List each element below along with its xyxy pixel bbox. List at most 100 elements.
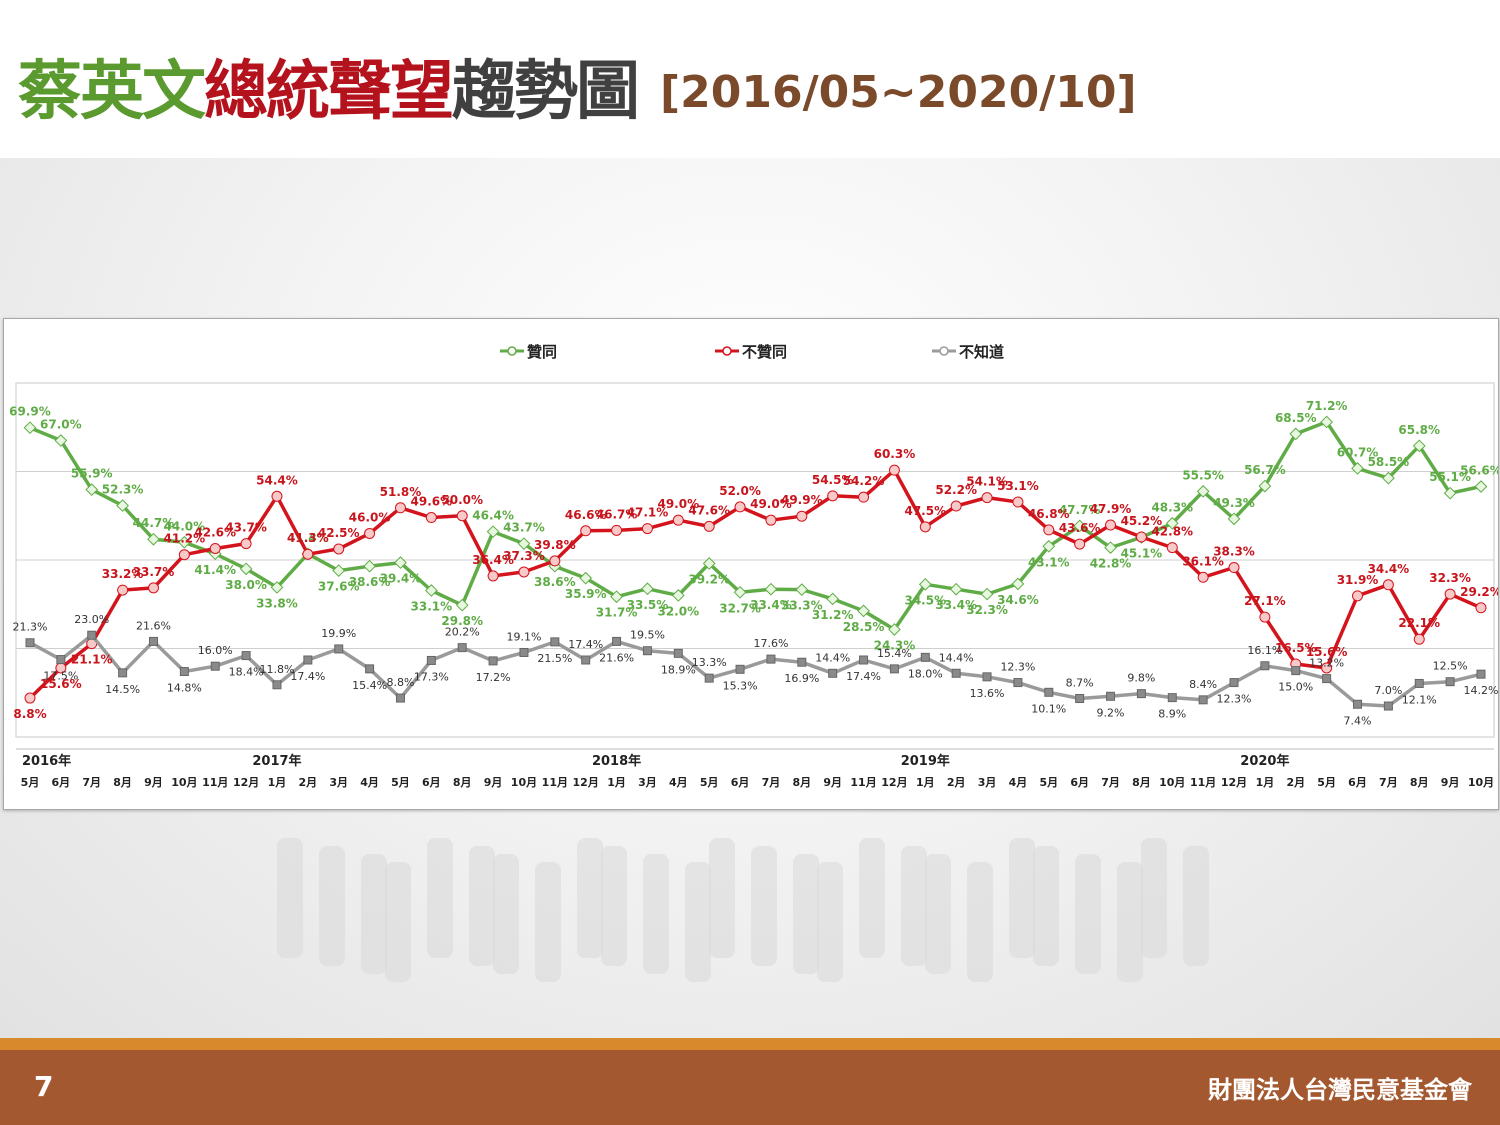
data-label: 37.3%	[503, 549, 545, 563]
unknown-point	[118, 668, 128, 678]
approve-point	[1382, 471, 1395, 485]
year-label: 2020年	[1240, 753, 1289, 769]
data-label: 36.1%	[1182, 554, 1224, 568]
data-label: 11.8%	[260, 663, 295, 676]
approve-point	[888, 623, 901, 636]
x-tick-label: 5月	[1317, 776, 1336, 789]
x-tick-label: 2月	[299, 776, 318, 789]
approve-point	[424, 584, 438, 597]
disapprove-point	[580, 525, 592, 537]
data-label: 55.5%	[1182, 468, 1224, 482]
disapprove-point	[672, 514, 684, 526]
approve-point	[1443, 486, 1457, 500]
data-label: 12.3%	[1000, 661, 1035, 674]
approve-point	[764, 582, 778, 596]
chart-data-labels: 69.9%67.0%55.9%52.3%44.7%44.0%41.4%38.0%…	[9, 399, 1498, 727]
unknown-point	[581, 655, 591, 665]
data-label: 19.9%	[321, 627, 356, 640]
approve-point	[1104, 541, 1117, 554]
disapprove-point	[117, 584, 129, 596]
x-tick-label: 4月	[669, 776, 688, 789]
approve-point	[1227, 512, 1241, 526]
series-line-1	[28, 468, 1482, 700]
data-label: 9.8%	[1127, 672, 1155, 685]
disapprove-point	[1043, 524, 1055, 536]
x-tick-label: 11月	[202, 776, 228, 789]
unknown-point	[148, 636, 158, 646]
data-label: 45.2%	[1121, 514, 1163, 528]
data-label: 14.4%	[939, 651, 974, 664]
approve-point	[826, 592, 840, 606]
data-label: 68.5%	[1275, 411, 1317, 425]
silhouette-figure	[493, 854, 519, 974]
x-tick-label: 12月	[573, 776, 599, 789]
data-label: 48.3%	[1151, 500, 1193, 514]
unknown-point	[951, 668, 961, 678]
x-tick-label: 6月	[52, 776, 71, 789]
disapprove-point	[209, 542, 221, 554]
disapprove-point	[240, 538, 252, 550]
data-label: 38.6%	[349, 575, 391, 589]
x-tick-label: 12月	[233, 776, 259, 789]
disapprove-point	[518, 566, 530, 578]
unknown-point	[642, 646, 652, 656]
disapprove-point	[394, 502, 406, 514]
unknown-point	[920, 652, 930, 662]
data-label: 55.1%	[1429, 470, 1471, 484]
data-label: 19.1%	[506, 630, 541, 643]
data-label: 31.2%	[812, 608, 854, 622]
silhouette-figure	[1183, 846, 1209, 966]
data-label: 33.3%	[781, 599, 823, 613]
data-label: 67.0%	[40, 418, 82, 432]
unknown-point	[365, 664, 375, 674]
chart-x-axis: 5月 6月 7月 8月 9月 10月 11月 12月 1月 2月 3月 4月 5月 6月 8月 9月 10月 11…	[16, 748, 1494, 789]
data-label: 15.6%	[1306, 645, 1348, 659]
silhouette-figure	[1009, 838, 1035, 958]
data-label: 47.6%	[688, 503, 730, 517]
approve-point	[857, 604, 870, 618]
x-tick-label: 4月	[360, 776, 379, 789]
title-name: 蔡英文	[18, 55, 206, 129]
data-label: 46.4%	[472, 509, 514, 523]
data-label: 18.4%	[229, 666, 264, 679]
unknown-point	[859, 655, 869, 665]
unknown-point	[1291, 666, 1301, 676]
disapprove-point	[1413, 633, 1425, 645]
unknown-point	[612, 636, 622, 646]
disapprove-point	[425, 512, 437, 524]
disapprove-point	[1352, 590, 1364, 602]
approve-point	[1011, 577, 1025, 591]
unknown-point	[87, 630, 97, 640]
data-label: 38.0%	[225, 578, 267, 592]
x-tick-label: 7月	[82, 776, 101, 789]
year-label: 2016年	[22, 753, 71, 769]
x-tick-label: 11月	[850, 776, 876, 789]
data-label: 16.1%	[1247, 644, 1282, 657]
chart-series	[23, 415, 1488, 711]
data-label: 44.7%	[133, 516, 175, 530]
footer-accent-stripe	[0, 1038, 1500, 1050]
unknown-point	[272, 680, 282, 690]
disapprove-point	[333, 543, 345, 555]
unknown-point	[1044, 687, 1054, 697]
data-label: 56.7%	[1244, 463, 1286, 477]
approve-point	[332, 564, 346, 577]
legend-label: 不知道	[959, 343, 1004, 361]
data-label: 8.7%	[1066, 677, 1094, 690]
data-label: 16.0%	[198, 644, 233, 657]
data-label: 46.8%	[1028, 507, 1070, 521]
approve-point	[641, 582, 654, 596]
disapprove-point	[456, 510, 468, 522]
disapprove-point	[1475, 602, 1487, 614]
data-label: 43.7%	[225, 521, 267, 535]
disapprove-point	[981, 492, 993, 504]
data-label: 10.1%	[1031, 702, 1066, 715]
x-tick-label: 3月	[978, 776, 997, 789]
data-label: 13.2%	[1309, 657, 1344, 670]
disapprove-point	[1135, 531, 1147, 543]
silhouette-figure	[793, 854, 819, 974]
disapprove-point	[487, 570, 499, 582]
data-label: 39.4%	[380, 572, 422, 586]
unknown-point	[395, 693, 405, 703]
data-label: 69.9%	[9, 405, 51, 419]
